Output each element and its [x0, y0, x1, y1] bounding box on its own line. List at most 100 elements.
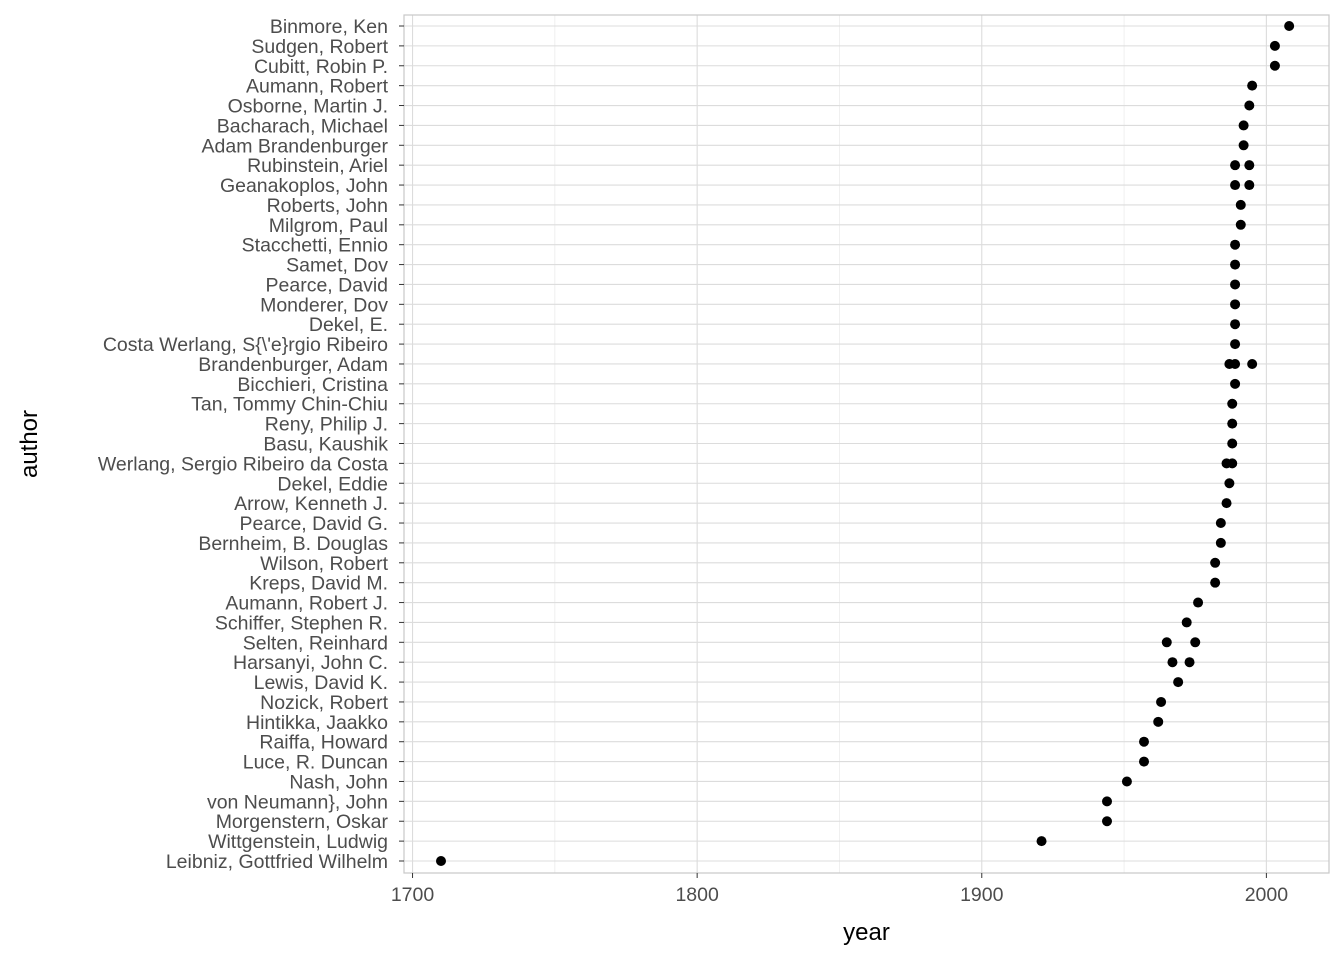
data-point	[1230, 259, 1241, 270]
y-tick-label: Basu, Kaushik	[263, 434, 388, 456]
y-tick-label: Roberts, John	[267, 195, 388, 217]
y-tick-label: Harsanyi, John C.	[233, 652, 388, 674]
data-point	[1181, 617, 1192, 628]
data-point	[1156, 696, 1167, 707]
data-point	[1238, 140, 1249, 151]
data-point	[1167, 657, 1178, 668]
data-point	[1210, 557, 1221, 568]
data-point	[1102, 816, 1112, 827]
data-point	[1227, 438, 1238, 449]
y-tick-label: Sudgen, Robert	[251, 36, 388, 58]
y-tick-label: Rubinstein, Ariel	[247, 155, 388, 177]
data-points	[436, 21, 1295, 866]
y-tick-label: Monderer, Dov	[260, 294, 388, 316]
y-tick-label: Bicchieri, Cristina	[237, 374, 388, 396]
data-point	[1139, 756, 1149, 767]
data-point	[1184, 657, 1195, 668]
y-tick-label: Geanakoplos, John	[220, 175, 388, 197]
y-tick-label: Milgrom, Paul	[269, 215, 388, 237]
y-tick-label: Selten, Reinhard	[243, 632, 388, 654]
data-point	[1230, 239, 1241, 250]
x-tick-label: 2000	[1245, 884, 1289, 906]
y-tick-label: Wilson, Robert	[260, 553, 388, 575]
data-point	[1247, 358, 1258, 369]
data-point	[1230, 180, 1241, 191]
data-point	[436, 856, 446, 866]
y-tick-label: Morgenstern, Oskar	[216, 811, 389, 833]
data-point	[1235, 219, 1246, 230]
data-point	[1153, 716, 1164, 727]
data-point	[1161, 637, 1172, 648]
data-point	[1193, 597, 1204, 608]
data-point	[1230, 299, 1241, 310]
x-axis-tick-labels: 1700 1800 1900 2000	[391, 873, 1288, 906]
data-point	[1247, 80, 1258, 91]
y-tick-label: Costa Werlang, S{\'e}rgio Ribeiro	[103, 334, 388, 356]
data-point	[1227, 418, 1238, 429]
y-tick-label: Pearce, David G.	[240, 513, 388, 535]
y-tick-label: Nash, John	[289, 771, 388, 793]
y-tick-label: Osborne, Martin J.	[228, 96, 388, 118]
data-point	[1284, 21, 1295, 31]
data-point	[1139, 736, 1149, 747]
y-tick-label: Bernheim, B. Douglas	[198, 533, 388, 555]
y-tick-label: Dekel, E.	[309, 314, 388, 336]
y-tick-label: Wittgenstein, Ludwig	[208, 831, 388, 853]
y-tick-label: Raiffa, Howard	[259, 732, 388, 754]
y-tick-label: Bacharach, Michael	[217, 115, 388, 137]
y-tick-label: Kreps, David M.	[249, 573, 388, 595]
data-point	[1215, 518, 1226, 529]
data-point	[1036, 836, 1047, 847]
data-point	[1190, 637, 1201, 648]
x-tick-label: 1900	[960, 884, 1004, 906]
y-tick-label: Binmore, Ken	[270, 16, 388, 38]
y-tick-label: Nozick, Robert	[260, 692, 388, 714]
y-tick-label: Pearce, David	[266, 274, 388, 296]
data-point	[1102, 796, 1112, 807]
y-tick-label: Aumann, Robert	[246, 76, 389, 98]
data-point	[1269, 60, 1280, 71]
data-point	[1224, 478, 1235, 489]
data-point	[1230, 160, 1241, 171]
data-point	[1230, 378, 1241, 389]
y-tick-label: Dekel, Eddie	[277, 473, 388, 495]
y-tick-label: Lewis, David K.	[254, 672, 388, 694]
y-tick-label: Stacchetti, Ennio	[242, 235, 388, 257]
data-point	[1221, 498, 1232, 509]
data-point	[1269, 40, 1280, 51]
y-tick-label: Samet, Dov	[286, 255, 388, 277]
data-point	[1230, 339, 1241, 350]
data-point	[1121, 776, 1132, 787]
data-point	[1227, 458, 1238, 469]
y-tick-label: Aumann, Robert J.	[225, 593, 388, 615]
data-point	[1235, 199, 1246, 210]
x-axis-title: year	[843, 919, 890, 946]
data-point	[1227, 398, 1238, 409]
y-tick-label: von Neumann}, John	[207, 791, 388, 813]
y-tick-label: Brandenburger, Adam	[198, 354, 388, 376]
grid-lines	[404, 15, 1329, 873]
y-tick-label: Tan, Tommy Chin-Chiu	[191, 394, 388, 416]
y-tick-label: Reny, Philip J.	[265, 414, 388, 436]
y-axis-tick-labels: Leibniz, Gottfried WilhelmWittgenstein, …	[98, 16, 404, 873]
data-point	[1230, 279, 1241, 290]
y-axis-title: author	[16, 410, 43, 478]
y-tick-label: Werlang, Sergio Ribeiro da Costa	[98, 453, 388, 475]
y-tick-label: Luce, R. Duncan	[243, 752, 388, 774]
y-tick-label: Adam Brandenburger	[202, 135, 389, 157]
data-point	[1230, 358, 1241, 369]
y-tick-label: Arrow, Kenneth J.	[234, 493, 388, 515]
y-tick-label: Leibniz, Gottfried Wilhelm	[166, 851, 388, 873]
data-point	[1238, 120, 1249, 131]
data-point	[1173, 677, 1184, 688]
x-tick-label: 1700	[391, 884, 435, 906]
data-point	[1215, 537, 1226, 548]
data-point	[1244, 160, 1255, 171]
y-tick-label: Cubitt, Robin P.	[254, 56, 388, 78]
data-point	[1210, 577, 1221, 588]
x-tick-label: 1800	[675, 884, 719, 906]
y-tick-label: Hintikka, Jaakko	[246, 712, 388, 734]
data-point	[1230, 319, 1241, 330]
